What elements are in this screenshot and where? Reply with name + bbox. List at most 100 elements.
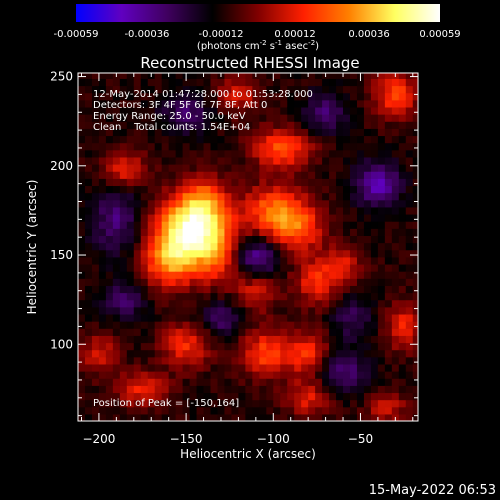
heatmap-cell bbox=[91, 135, 100, 144]
heatmap-cell bbox=[154, 256, 163, 265]
heatmap-cell bbox=[112, 178, 121, 187]
heatmap-cell bbox=[266, 78, 274, 87]
heatmap-cell bbox=[231, 178, 240, 187]
heatmap-cell bbox=[168, 199, 177, 208]
heatmap-cell bbox=[377, 349, 386, 358]
heatmap-cell bbox=[133, 392, 142, 401]
heatmap-cell bbox=[412, 228, 418, 236]
heatmap-cell bbox=[308, 206, 316, 215]
heatmap-cell bbox=[363, 99, 372, 108]
heatmap-cell bbox=[196, 213, 205, 222]
heatmap-cell bbox=[189, 413, 198, 421]
heatmap-cell bbox=[322, 392, 330, 401]
heatmap-cell bbox=[161, 78, 170, 87]
heatmap-cell bbox=[210, 321, 219, 329]
heatmap-cell bbox=[231, 199, 240, 208]
heatmap-cell bbox=[384, 185, 393, 194]
heatmap-cell bbox=[322, 185, 330, 194]
heatmap-cell bbox=[203, 285, 212, 294]
heatmap-cell bbox=[308, 292, 316, 301]
heatmap-cell bbox=[384, 413, 393, 421]
heatmap-cell bbox=[280, 199, 288, 208]
heatmap-cell bbox=[133, 156, 142, 165]
heatmap-cell bbox=[147, 192, 156, 201]
heatmap-cell bbox=[252, 178, 260, 187]
heatmap-cell bbox=[196, 285, 205, 294]
heatmap-cell bbox=[308, 356, 316, 365]
heatmap-cell bbox=[384, 85, 393, 94]
heatmap-cell bbox=[217, 313, 226, 322]
heatmap-cell bbox=[350, 392, 358, 401]
heatmap-cell bbox=[301, 213, 309, 222]
heatmap-cell bbox=[294, 142, 302, 151]
heatmap-cell bbox=[154, 271, 163, 279]
heatmap-cell bbox=[126, 178, 135, 187]
heatmap-cell bbox=[315, 85, 323, 94]
heatmap-cell bbox=[224, 73, 233, 79]
heatmap-cell bbox=[119, 278, 128, 286]
heatmap-cell bbox=[370, 213, 379, 222]
heatmap-cell bbox=[84, 156, 93, 165]
heatmap-cell bbox=[210, 406, 219, 415]
annotations: 12-May-2014 01:47:28.000 to 01:53:28.000… bbox=[93, 89, 313, 409]
heatmap-cell bbox=[398, 185, 407, 194]
heatmap-cell bbox=[78, 106, 86, 115]
heatmap-cell bbox=[126, 356, 135, 365]
heatmap-cell bbox=[161, 149, 170, 158]
heatmap-cell bbox=[245, 156, 253, 165]
heatmap-cell bbox=[259, 171, 267, 179]
heatmap-cell bbox=[377, 385, 386, 394]
heatmap-cell bbox=[329, 106, 337, 115]
heatmap-cell bbox=[91, 92, 100, 101]
heatmap-cell bbox=[84, 121, 93, 129]
heatmap-cell bbox=[266, 73, 274, 79]
heatmap-cell bbox=[343, 299, 351, 308]
heatmap-cell bbox=[78, 392, 86, 401]
heatmap-cell bbox=[301, 121, 309, 129]
heatmap-cell bbox=[105, 392, 114, 401]
heatmap-cell bbox=[343, 206, 351, 215]
heatmap-cell bbox=[84, 313, 93, 322]
heatmap-cell bbox=[370, 85, 379, 94]
heatmap-cell bbox=[224, 149, 233, 158]
heatmap-cell bbox=[84, 413, 93, 421]
heatmap-cell bbox=[140, 392, 149, 401]
heatmap-cell bbox=[370, 135, 379, 144]
heatmap-cell bbox=[377, 121, 386, 129]
heatmap-cell bbox=[238, 221, 246, 229]
heatmap-cell bbox=[196, 171, 205, 179]
heatmap-cell bbox=[217, 242, 226, 251]
heatmap-cell bbox=[140, 413, 149, 421]
heatmap-cell bbox=[273, 349, 281, 358]
heatmap-cell bbox=[217, 85, 226, 94]
heatmap-cell bbox=[412, 221, 418, 229]
heatmap-cell bbox=[147, 263, 156, 272]
heatmap-cell bbox=[405, 156, 414, 165]
heatmap-cell bbox=[119, 285, 128, 294]
heatmap-cell bbox=[377, 149, 386, 158]
heatmap-cell bbox=[238, 399, 246, 408]
heatmap-cell bbox=[356, 235, 365, 244]
heatmap-cell bbox=[398, 349, 407, 358]
heatmap-cell bbox=[252, 263, 260, 272]
heatmap-cell bbox=[140, 128, 149, 137]
heatmap-cell bbox=[287, 242, 295, 251]
heatmap-cell bbox=[140, 271, 149, 279]
heatmap-cell bbox=[384, 121, 393, 129]
heatmap-cell bbox=[126, 242, 135, 251]
heatmap-cell bbox=[294, 206, 302, 215]
heatmap-cell bbox=[315, 356, 323, 365]
heatmap-cell bbox=[78, 114, 86, 122]
heatmap-cell bbox=[391, 228, 400, 236]
heatmap-cell bbox=[112, 263, 121, 272]
heatmap-cell bbox=[329, 135, 337, 144]
heatmap-cell bbox=[294, 385, 302, 394]
heatmap-cell bbox=[140, 114, 149, 122]
heatmap-cell bbox=[301, 292, 309, 301]
heatmap-cell bbox=[119, 99, 128, 108]
heatmap-cell bbox=[78, 321, 86, 329]
heatmap-cell bbox=[119, 306, 128, 315]
heatmap-cell bbox=[287, 249, 295, 258]
heatmap-cell bbox=[356, 406, 365, 415]
heatmap-cell bbox=[105, 106, 114, 115]
